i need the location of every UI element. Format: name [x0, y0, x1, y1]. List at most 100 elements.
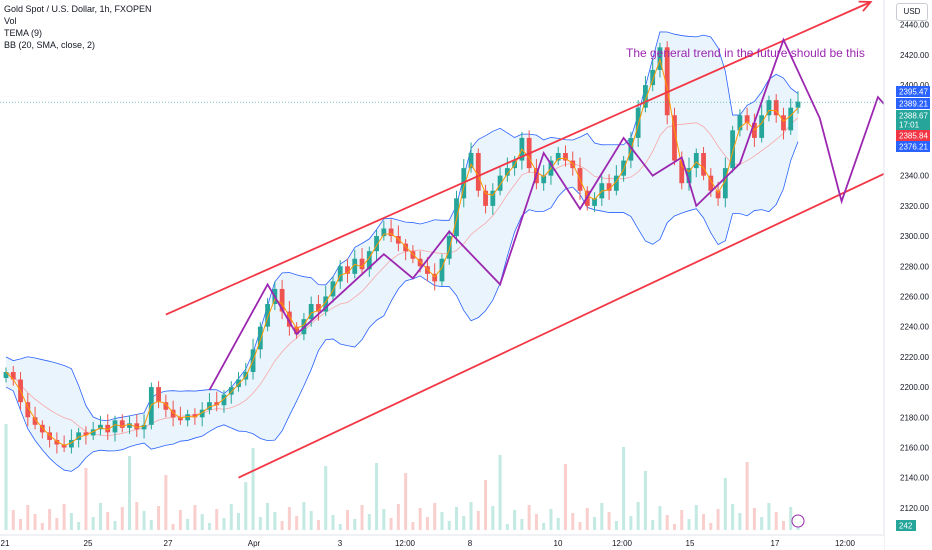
time-tick-label: 8 — [468, 539, 473, 548]
candle-body — [316, 304, 321, 312]
candle-body — [417, 258, 423, 267]
candle-body — [83, 432, 89, 436]
volume-bar — [324, 466, 328, 530]
volume-bar — [585, 508, 589, 530]
time-tick-label: Apr — [248, 539, 261, 548]
price-label-tema — [896, 98, 930, 109]
time-tick-label: 15 — [686, 539, 695, 548]
volume-bar — [513, 510, 517, 530]
currency-button[interactable]: USD — [896, 3, 928, 21]
candle-body — [199, 409, 205, 418]
volume-bar — [745, 462, 749, 530]
legend-symbol[interactable]: Gold Spot / U.S. Dollar, 1h, FXOPEN — [4, 4, 152, 14]
price-tick-label: 2140.00 — [900, 474, 929, 483]
candle-body — [555, 153, 561, 161]
candle-body — [635, 107, 641, 138]
volume-label-text: 242 — [899, 522, 913, 531]
volume-bar — [665, 515, 669, 530]
volume-bar — [658, 506, 662, 530]
volume-bar — [11, 510, 15, 530]
candle-body — [68, 439, 74, 448]
volume-bar — [600, 503, 604, 530]
candle-body — [105, 424, 111, 433]
candle-body — [228, 387, 234, 395]
bb-upper-line — [5, 31, 799, 422]
candle-body — [54, 439, 60, 445]
time-tick-label: 10 — [554, 539, 563, 548]
volume-bar — [687, 519, 691, 530]
volume-bar — [425, 517, 429, 530]
volume-bar — [4, 424, 8, 530]
price-tick-label: 2320.00 — [900, 202, 929, 211]
volume-bar — [636, 502, 640, 530]
volume-bar — [767, 503, 771, 530]
candle-body — [236, 379, 241, 388]
candle-body — [403, 243, 409, 252]
candle-body — [613, 175, 619, 191]
candle-body — [352, 258, 358, 274]
volume-bar — [702, 514, 706, 530]
volume-bar — [593, 517, 597, 530]
candle-body — [483, 190, 488, 206]
volume-bar — [563, 464, 567, 530]
time-tick-label: 12:00 — [612, 539, 633, 548]
volume-bar — [26, 505, 30, 530]
candle-body — [381, 228, 387, 237]
price-tick-label: 2280.00 — [900, 262, 929, 271]
candle-body — [214, 402, 220, 406]
volume-bar — [193, 505, 197, 530]
candle-body — [374, 236, 379, 252]
candle-body — [664, 47, 670, 116]
legend-bb[interactable]: BB (20, SMA, close, 2) — [4, 40, 96, 50]
volume-bar — [382, 509, 386, 530]
volume-bar — [346, 510, 350, 530]
candle-body — [693, 153, 699, 169]
bb-lower-line — [5, 141, 799, 472]
channel-lower-line — [238, 150, 932, 479]
volume-bar — [418, 508, 422, 530]
volume-bar — [411, 522, 415, 530]
volume-bar — [48, 509, 52, 530]
volume-bar — [237, 513, 241, 530]
time-tick-label: 12:00 — [395, 539, 416, 548]
tema-polyline — [5, 58, 799, 446]
volume-bar — [629, 516, 633, 530]
price-tick-label: 2260.00 — [900, 292, 929, 301]
volume-bar — [316, 520, 320, 530]
volume-bar — [375, 463, 379, 530]
volume-bar — [694, 505, 698, 530]
volume-bar — [396, 504, 400, 530]
candle-body — [388, 228, 394, 237]
candle-body — [490, 190, 496, 206]
candle-body — [134, 423, 140, 430]
candle-body — [679, 160, 685, 184]
candle-body — [294, 326, 300, 335]
volume-bar — [476, 511, 480, 530]
candle-body — [425, 266, 430, 274]
volume-bar — [404, 473, 408, 530]
volume-bar — [77, 522, 81, 530]
price-tick-label: 2220.00 — [900, 353, 929, 362]
candle-body — [25, 402, 31, 418]
price-axis: 2440.002420.002400.002380.002360.002340.… — [883, 0, 932, 550]
volume-bar — [433, 503, 437, 530]
candle-body — [257, 326, 263, 350]
candle-body — [563, 153, 568, 161]
candle-body — [672, 115, 677, 161]
volume-bar — [244, 482, 248, 530]
legend-volume[interactable]: Vol — [4, 16, 17, 26]
volume-bar — [62, 504, 66, 530]
legend-tema[interactable]: TEMA (9) — [4, 28, 43, 38]
candle-body — [279, 288, 285, 312]
price-tick-label: 2400.00 — [900, 81, 929, 90]
annotation-text[interactable]: The general trend in the future should b… — [626, 46, 865, 60]
candle-body — [3, 371, 9, 379]
replay-icon — [791, 514, 805, 528]
time-axis: 21 25 27 Apr 3 12:00 8 10 12:00 15 17 12:00 — [0, 514, 884, 550]
volume-bar — [171, 524, 175, 530]
price-label-bb-basis — [896, 130, 930, 141]
volume-bar — [571, 513, 575, 530]
candle-body — [606, 183, 612, 191]
volume-bar — [774, 512, 778, 530]
